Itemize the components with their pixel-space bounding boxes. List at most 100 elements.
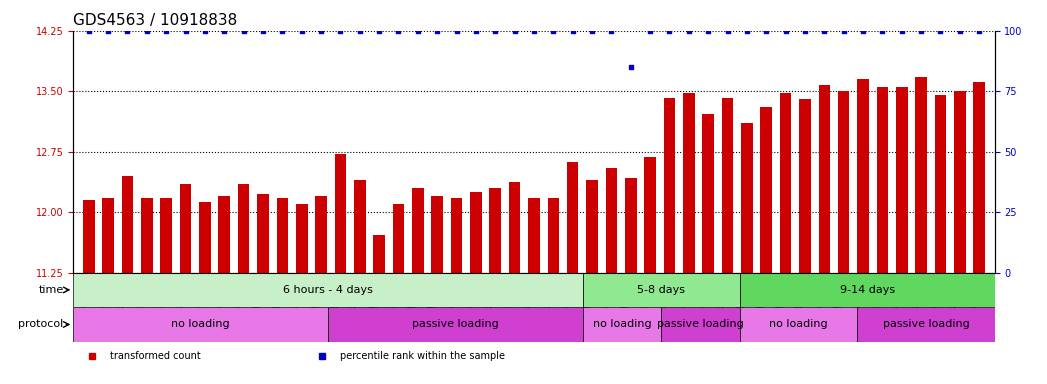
Point [913, 28, 930, 34]
Bar [664, 98, 675, 384]
Point [738, 28, 755, 34]
Point [119, 28, 136, 34]
Bar [180, 184, 192, 384]
Bar [431, 196, 443, 384]
Bar [354, 180, 365, 384]
Bar [199, 202, 210, 384]
Text: transformed count: transformed count [110, 351, 201, 361]
Text: no loading: no loading [593, 319, 651, 329]
Point [854, 28, 871, 34]
Point [893, 28, 910, 34]
FancyBboxPatch shape [857, 307, 995, 342]
FancyBboxPatch shape [583, 273, 740, 307]
Text: no loading: no loading [770, 319, 828, 329]
Point [681, 28, 697, 34]
Point [487, 28, 504, 34]
Point [274, 28, 291, 34]
Bar [935, 95, 946, 384]
Bar [954, 91, 965, 384]
Point [836, 28, 852, 34]
Bar [799, 99, 810, 384]
Point [564, 28, 581, 34]
Point [138, 28, 155, 34]
Bar [258, 194, 269, 384]
Bar [780, 93, 792, 384]
Bar [219, 196, 230, 384]
Bar [721, 98, 733, 384]
Bar [915, 77, 927, 384]
Point [816, 28, 832, 34]
Text: 6 hours - 4 days: 6 hours - 4 days [283, 285, 373, 295]
Point [81, 28, 97, 34]
Point [409, 28, 426, 34]
Bar [857, 79, 869, 384]
Bar [876, 87, 888, 384]
Point [874, 28, 891, 34]
Bar [103, 198, 114, 384]
Point [352, 28, 369, 34]
Bar [296, 204, 308, 384]
Text: protocol: protocol [18, 319, 64, 329]
Bar [566, 162, 579, 384]
Point [622, 64, 639, 70]
Bar [413, 188, 424, 384]
Bar [605, 168, 617, 384]
Point [971, 28, 987, 34]
Bar [509, 182, 520, 384]
Bar [586, 180, 598, 384]
FancyBboxPatch shape [662, 307, 740, 342]
Point [177, 28, 194, 34]
Point [429, 28, 446, 34]
Point [952, 28, 968, 34]
Bar [451, 198, 463, 384]
Text: GDS4563 / 10918838: GDS4563 / 10918838 [73, 13, 238, 28]
Bar [315, 196, 327, 384]
Point [583, 28, 600, 34]
Point [468, 28, 485, 34]
Point [293, 28, 310, 34]
Point [391, 28, 407, 34]
Bar [470, 192, 482, 384]
Point [603, 28, 620, 34]
Bar [644, 157, 655, 384]
FancyBboxPatch shape [73, 273, 583, 307]
Bar [83, 200, 94, 384]
Point [254, 28, 271, 34]
Point [216, 28, 232, 34]
Bar [819, 85, 830, 384]
Point [371, 28, 387, 34]
Text: percentile rank within the sample: percentile rank within the sample [340, 351, 506, 361]
Text: passive loading: passive loading [413, 319, 499, 329]
Bar [141, 198, 153, 384]
Point [699, 28, 716, 34]
Bar [528, 198, 540, 384]
Point [313, 28, 330, 34]
Point [158, 28, 175, 34]
FancyBboxPatch shape [583, 307, 662, 342]
Point [526, 28, 542, 34]
Point [758, 28, 775, 34]
FancyBboxPatch shape [740, 273, 995, 307]
Bar [741, 124, 753, 384]
Point [236, 28, 252, 34]
Bar [683, 93, 694, 384]
Bar [548, 198, 559, 384]
Text: passive loading: passive loading [883, 319, 970, 329]
Bar [238, 184, 249, 384]
FancyBboxPatch shape [740, 307, 857, 342]
Text: time: time [39, 285, 64, 295]
Point [719, 28, 736, 34]
Bar [160, 198, 172, 384]
Point [932, 28, 949, 34]
FancyBboxPatch shape [73, 307, 328, 342]
Bar [974, 81, 985, 384]
Text: passive loading: passive loading [658, 319, 744, 329]
Bar [896, 87, 908, 384]
Bar [121, 176, 133, 384]
Point [777, 28, 794, 34]
Point [448, 28, 465, 34]
Bar [335, 154, 347, 384]
Point [99, 28, 116, 34]
Bar [838, 91, 849, 384]
Bar [489, 188, 502, 384]
